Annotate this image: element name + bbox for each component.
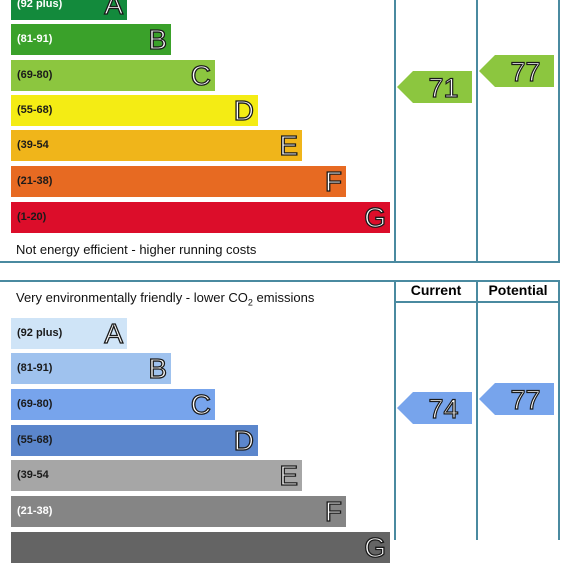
energy-band-d: (55-68) D <box>11 94 258 127</box>
env-band-e: (39-54 E <box>11 459 302 492</box>
band-range: (39-54 <box>17 469 49 481</box>
energy-band-b: (81-91) B <box>11 23 171 56</box>
env-top-border <box>0 280 560 282</box>
energy-band-g: (1-20) G <box>11 201 390 234</box>
energy-col-line-left <box>394 0 396 262</box>
band-letter: A <box>104 0 124 21</box>
env-band-c: (69-80) C <box>11 388 215 421</box>
energy-bottom-caption: Not energy efficient - higher running co… <box>16 242 257 257</box>
caption-text: Very environmentally friendly - lower CO <box>16 290 248 305</box>
current-column-header: Current <box>410 282 462 298</box>
env-band-a: (92 plus) A <box>11 317 127 350</box>
energy-potential-rating: 77 <box>479 55 554 87</box>
env-col-line-left <box>394 280 396 540</box>
band-letter: G <box>364 531 387 563</box>
band-range: (21-38) <box>17 505 53 517</box>
band-letter: A <box>104 317 124 349</box>
band-letter: B <box>148 23 168 55</box>
band-letter: E <box>279 129 299 161</box>
rating-value: 74 <box>428 393 459 424</box>
band-range: (92 plus) <box>17 0 63 10</box>
band-range: (81-91) <box>17 362 53 374</box>
band-range: (69-80) <box>17 398 53 410</box>
env-col-line-right <box>558 280 560 540</box>
band-letter: C <box>190 59 212 91</box>
band-letter: E <box>279 459 299 491</box>
potential-column-header: Potential <box>488 282 548 298</box>
energy-band-e: (39-54 E <box>11 129 302 162</box>
env-current-rating: 74 <box>397 392 472 424</box>
env-band-d: (55-68) D <box>11 424 258 457</box>
rating-value: 77 <box>510 384 541 415</box>
energy-band-a: (92 plus) A <box>11 0 127 21</box>
energy-efficiency-chart: (92 plus) A (81-91) B (69-80) C (55-68) … <box>0 0 573 263</box>
band-range: (92 plus) <box>17 327 63 339</box>
env-potential-rating: 77 <box>479 383 554 415</box>
rating-value: 77 <box>510 56 541 87</box>
band-letter: F <box>324 495 342 527</box>
env-band-f: (21-38) F <box>11 495 346 528</box>
band-range: (21-38) <box>17 175 53 187</box>
caption-subscript: 2 <box>247 297 253 308</box>
band-range: (1-20) <box>17 211 47 223</box>
energy-col-line-mid <box>476 0 478 262</box>
band-range: (69-80) <box>17 69 53 81</box>
caption-text-end: emissions <box>252 290 315 305</box>
band-letter: G <box>364 201 387 233</box>
band-range: (81-91) <box>17 33 53 45</box>
energy-col-line-right <box>558 0 560 262</box>
band-range: (55-68) <box>17 104 53 116</box>
band-letter: D <box>233 424 255 456</box>
env-band-b: (81-91) B <box>11 352 171 385</box>
band-letter: C <box>190 388 212 420</box>
band-letter: F <box>324 165 342 197</box>
energy-band-f: (21-38) F <box>11 165 346 198</box>
band-letter: D <box>233 94 255 126</box>
env-col-line-mid <box>476 280 478 540</box>
energy-current-rating: 71 <box>397 71 472 103</box>
band-range: (39-54 <box>17 139 49 151</box>
band-range: (55-68) <box>17 434 53 446</box>
energy-band-c: (69-80) C <box>11 59 215 92</box>
energy-bottom-border <box>0 261 560 263</box>
env-band-g: G <box>11 531 390 564</box>
environmental-impact-chart: Current Potential Very environmentally f… <box>0 280 560 564</box>
band-letter: B <box>148 352 168 384</box>
env-top-caption: Very environmentally friendly - lower CO… <box>16 290 314 308</box>
rating-value: 71 <box>428 72 459 103</box>
